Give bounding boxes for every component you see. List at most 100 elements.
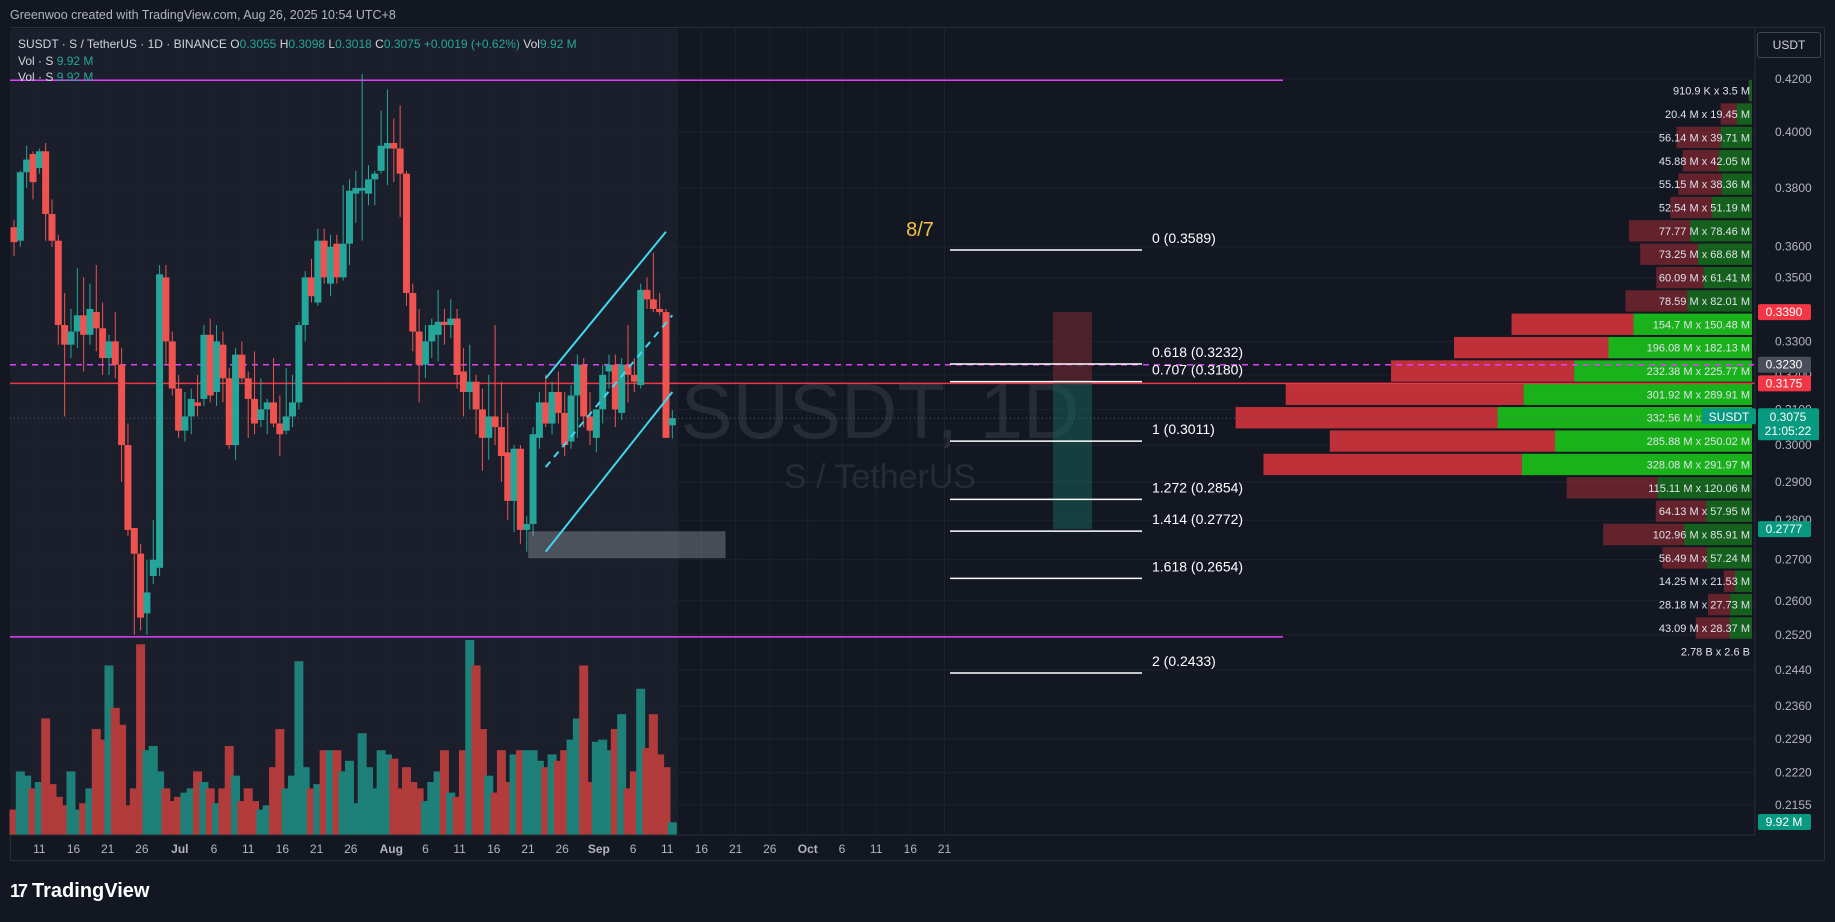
volume-bar xyxy=(414,788,424,835)
volume-bar xyxy=(186,788,196,835)
indicator-row-2[interactable]: Vol · S 9.92 M xyxy=(18,69,577,86)
profile-buy-bar xyxy=(1684,523,1752,546)
volume-bars xyxy=(9,640,677,835)
candle-body xyxy=(206,334,214,396)
symbol-description[interactable]: SUSDT · S / TetherUS · 1D · BINANCE xyxy=(18,37,227,51)
profile-row-label: 77.77 M x 78.46 M xyxy=(1659,226,1750,238)
indicator-row-1[interactable]: Vol · S 9.92 M xyxy=(18,53,577,70)
profile-buy-bar xyxy=(1729,617,1752,639)
volume-bar xyxy=(661,767,671,835)
candle-body xyxy=(668,418,676,426)
profile-buy-bar xyxy=(1720,126,1752,149)
candle-body xyxy=(434,321,442,335)
y-tick-label: 0.2700 xyxy=(1775,553,1812,567)
volume-bar xyxy=(300,767,310,835)
volume-bar xyxy=(281,788,291,835)
fib-extension[interactable]: 0 (0.3589) 0.618 (0.3232) 0.707 (0.3180) 1 … xyxy=(950,230,1243,674)
profile-buy-bar xyxy=(1555,430,1752,452)
profile-row-label: 20.4 M x 19.45 M xyxy=(1665,109,1750,121)
y-tick-label: 0.3800 xyxy=(1775,181,1812,195)
y-tick-label: 0.4000 xyxy=(1775,125,1812,139)
volume-bar xyxy=(382,754,392,835)
channel-upper-line xyxy=(544,231,667,379)
volume-bar xyxy=(522,750,532,835)
profile-buy-bar xyxy=(1735,570,1752,592)
volume-bar xyxy=(218,788,228,835)
fib-level-label: 0 (0.3589) xyxy=(1152,230,1216,246)
candle-body xyxy=(637,289,645,386)
candle-body xyxy=(105,341,113,358)
x-tick-label: 26 xyxy=(555,842,569,856)
low-value: 0.3018 xyxy=(335,37,372,51)
price-tag-box xyxy=(1758,356,1811,373)
ohlc-row[interactable]: SUSDT · S / TetherUS · 1D · BINANCE O0.3… xyxy=(18,36,577,53)
profile-buy-bar xyxy=(1706,500,1752,522)
vol-label: Vol xyxy=(523,37,540,51)
volume-bar xyxy=(231,775,241,835)
volume-bar xyxy=(642,748,652,835)
volume-bar xyxy=(9,809,19,835)
volume-bar xyxy=(180,792,190,835)
current-price-label: 0.3075 xyxy=(1770,410,1807,424)
candle-body xyxy=(478,409,486,438)
volume-bar xyxy=(250,801,260,835)
candle-body xyxy=(130,527,138,554)
candle-body xyxy=(504,452,512,501)
volume-bar xyxy=(395,788,405,835)
candle-body xyxy=(99,328,107,358)
volume-bar xyxy=(117,724,127,835)
volume-bar xyxy=(351,803,361,835)
price-tag-label: 0.2777 xyxy=(1766,522,1803,536)
volume-bar xyxy=(667,822,677,835)
candle-body xyxy=(624,364,632,375)
candle-body xyxy=(257,409,265,420)
profile-sell-bar xyxy=(1566,477,1658,499)
x-tick-label: 26 xyxy=(763,842,777,856)
candle-body xyxy=(516,448,524,530)
profile-row-label: 28.18 M x 27.73 M xyxy=(1659,600,1750,612)
profile-sell-bar xyxy=(1640,243,1698,265)
candle-body xyxy=(428,325,436,342)
volume-bar xyxy=(357,733,367,835)
candle-body xyxy=(656,308,664,313)
profile-sell-bar xyxy=(1695,617,1730,639)
profile-sell-bar xyxy=(1628,220,1691,242)
profile-buy-bar xyxy=(1523,383,1752,406)
candle-body xyxy=(213,341,221,392)
candle-body xyxy=(447,318,455,326)
profile-sell-bar xyxy=(1656,266,1704,289)
volume-bar xyxy=(66,771,76,835)
tradingview-logo[interactable]: 17 TradingView xyxy=(10,880,149,903)
candle-body xyxy=(510,448,518,501)
candle-body xyxy=(662,312,670,438)
y-tick-label: 0.2520 xyxy=(1775,628,1812,642)
volume-bar xyxy=(60,805,70,835)
volume-bar xyxy=(79,803,89,835)
countdown-label: 21:05:22 xyxy=(1765,424,1812,438)
x-tick-label: 6 xyxy=(422,842,429,856)
candle-body xyxy=(263,402,271,410)
currency-button[interactable]: USDT xyxy=(1757,32,1821,58)
volume-bar xyxy=(547,754,557,835)
candle-body xyxy=(175,388,183,431)
x-tick-label: 11 xyxy=(453,842,466,856)
x-tick-label: Jul xyxy=(171,842,188,856)
x-tick-label: 11 xyxy=(661,842,674,856)
profile-sell-bar xyxy=(1748,80,1750,102)
volume-bar xyxy=(338,771,348,835)
x-tick-label: 6 xyxy=(630,842,637,856)
volume-bar xyxy=(98,739,108,835)
drawings[interactable] xyxy=(528,231,1092,559)
volume-bar xyxy=(389,758,399,835)
x-tick-label: 21 xyxy=(938,842,952,856)
candle-body xyxy=(187,398,195,417)
price-tag-label: 0.3175 xyxy=(1766,376,1803,390)
volume-bar xyxy=(167,801,177,835)
volume-bar xyxy=(534,760,544,835)
close-label: C xyxy=(375,37,384,51)
candle-body xyxy=(10,227,18,243)
volume-bar xyxy=(41,718,51,835)
profile-row-label: 196.08 M x 182.13 M xyxy=(1647,343,1750,355)
x-tick-label: 21 xyxy=(101,842,115,856)
